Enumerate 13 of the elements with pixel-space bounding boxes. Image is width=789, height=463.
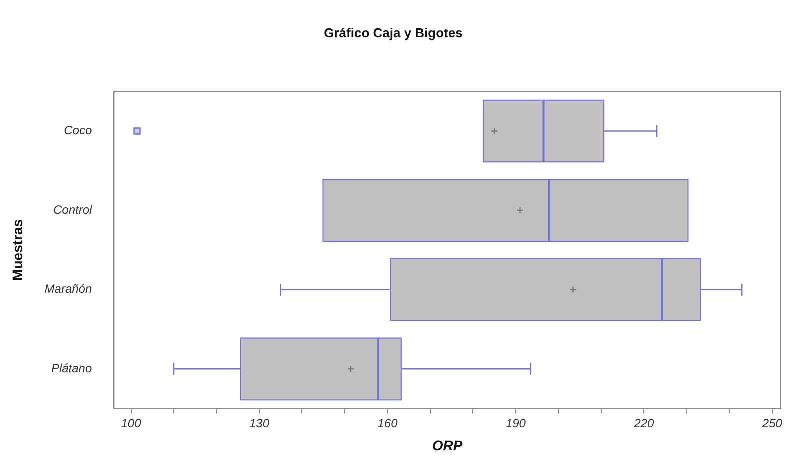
x-axis-title: ORP [432,437,464,454]
x-tick-label: 130 [249,416,270,430]
x-tick-label: 250 [761,416,783,430]
x-tick-label: 190 [506,416,526,430]
y-tick-label: Coco [64,124,92,138]
y-axis-title: Muestras [9,219,26,281]
y-tick-label: Control [53,202,92,217]
chart-title: Gráfico Caja y Bigotes [324,25,463,40]
x-tick-label: 160 [378,416,398,430]
x-tick-label: 220 [633,416,655,430]
x-tick-label: 100 [121,416,142,430]
y-tick-label: Plátano [51,361,92,376]
y-tick-label: Marañón [44,282,92,296]
